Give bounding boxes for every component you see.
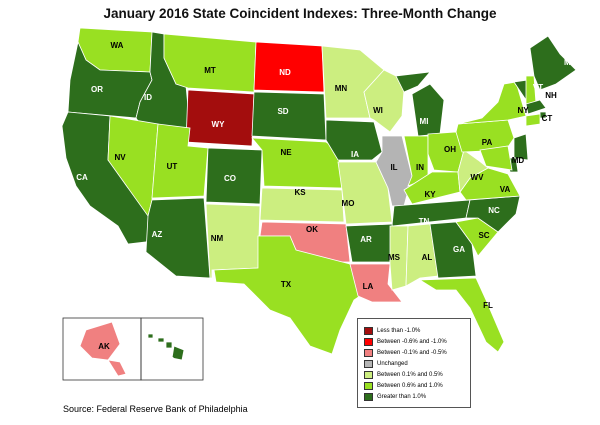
state-nd	[253, 41, 325, 93]
legend-swatch	[364, 338, 373, 346]
state-ak	[79, 321, 127, 377]
state-label-va: VA	[500, 185, 511, 194]
state-label-wa: WA	[111, 41, 124, 50]
state-ny	[457, 81, 527, 125]
state-wy	[185, 89, 255, 147]
state-label-ia: IA	[351, 150, 359, 159]
state-co	[205, 147, 263, 205]
state-label-ny: NY	[517, 106, 529, 115]
state-label-wi: WI	[373, 106, 383, 115]
legend-swatch	[364, 360, 373, 368]
state-label-ca: CA	[76, 173, 88, 182]
state-label-pa: PA	[482, 138, 493, 147]
legend-label: Between -0.1% and -0.5%	[377, 350, 447, 356]
legend-swatch	[364, 371, 373, 379]
state-label-sc: SC	[478, 231, 489, 240]
state-label-ky: KY	[424, 190, 436, 199]
state-tx	[213, 235, 361, 355]
state-label-id: ID	[144, 93, 152, 102]
state-ms	[389, 225, 409, 291]
state-wi	[363, 69, 405, 133]
state-label-in: IN	[416, 163, 424, 172]
state-hi	[147, 333, 185, 361]
state-az	[145, 197, 211, 279]
legend-label: Less than -1.0%	[377, 328, 421, 334]
legend-swatch	[364, 393, 373, 401]
state-label-de: DE	[551, 173, 563, 182]
state-label-nh: NH	[545, 91, 557, 100]
state-label-me: ME	[564, 58, 577, 67]
state-nm	[205, 203, 261, 279]
state-sd	[251, 91, 327, 141]
state-label-wv: WV	[471, 173, 485, 182]
legend-label: Unchanged	[377, 361, 408, 367]
state-label-mt: MT	[204, 66, 216, 75]
state-mt	[163, 33, 257, 93]
map-title: January 2016 State Coincident Indexes: T…	[103, 6, 497, 21]
state-md	[479, 145, 513, 171]
state-label-ne: NE	[280, 148, 292, 157]
state-label-ms: MS	[388, 253, 401, 262]
state-al	[405, 223, 439, 287]
state-label-or: OR	[91, 85, 103, 94]
state-label-oh: OH	[444, 145, 456, 154]
state-label-mi: MI	[420, 117, 429, 126]
state-ks	[259, 187, 345, 223]
state-label-ga: GA	[453, 245, 465, 254]
legend-swatch	[364, 349, 373, 357]
state-label-wy: WY	[212, 120, 226, 129]
state-label-mo: MO	[342, 199, 355, 208]
source-note: Source: Federal Reserve Bank of Philadel…	[63, 404, 248, 414]
state-me	[529, 35, 577, 91]
state-label-ks: KS	[294, 188, 306, 197]
state-label-nv: NV	[114, 153, 126, 162]
state-label-ok: OK	[306, 225, 318, 234]
state-il	[375, 135, 413, 207]
state-label-ri: RI	[572, 126, 580, 135]
legend-swatch	[364, 327, 373, 335]
legend-label: Between -0.6% and -1.0%	[377, 339, 447, 345]
state-label-co: CO	[224, 174, 236, 183]
state-label-md: MD	[512, 156, 525, 165]
state-label-fl: FL	[483, 301, 493, 310]
state-label-tn: TN	[419, 217, 430, 226]
state-label-vt: VT	[533, 83, 543, 92]
legend-swatch	[364, 382, 373, 390]
state-label-la: LA	[363, 282, 374, 291]
state-label-mn: MN	[335, 84, 348, 93]
state-label-ma: MA	[550, 105, 563, 114]
state-label-ak: AK	[98, 342, 110, 351]
state-label-sd: SD	[277, 107, 288, 116]
legend-label: Greater than 1.0%	[377, 394, 427, 400]
state-label-ar: AR	[360, 235, 372, 244]
state-label-nm: NM	[211, 234, 224, 243]
state-label-hi: HI	[166, 356, 174, 365]
legend-label: Between 0.1% and 0.5%	[377, 372, 443, 378]
state-ga	[429, 221, 477, 279]
state-label-nc: NC	[488, 206, 500, 215]
alaska-inset-box	[62, 317, 142, 381]
state-ne	[251, 137, 343, 189]
legend-label: Between 0.6% and 1.0%	[377, 383, 443, 389]
state-ia	[325, 119, 383, 161]
state-label-ct: CT	[542, 114, 553, 123]
state-label-il: IL	[390, 163, 397, 172]
state-label-tx: TX	[281, 280, 292, 289]
state-label-al: AL	[422, 253, 433, 262]
state-label-nd: ND	[279, 68, 291, 77]
state-sc	[455, 217, 499, 257]
state-nj	[513, 133, 529, 161]
state-label-nj: NJ	[540, 147, 550, 156]
state-ma	[525, 99, 547, 115]
map-legend: Less than -1.0% Between -0.6% and -1.0% Be…	[357, 318, 471, 408]
state-label-az: AZ	[152, 230, 163, 239]
state-fl	[418, 277, 505, 353]
state-mi	[395, 71, 445, 137]
state-label-ut: UT	[167, 162, 178, 171]
state-ct	[525, 113, 541, 127]
hawaii-inset-box	[140, 317, 204, 381]
